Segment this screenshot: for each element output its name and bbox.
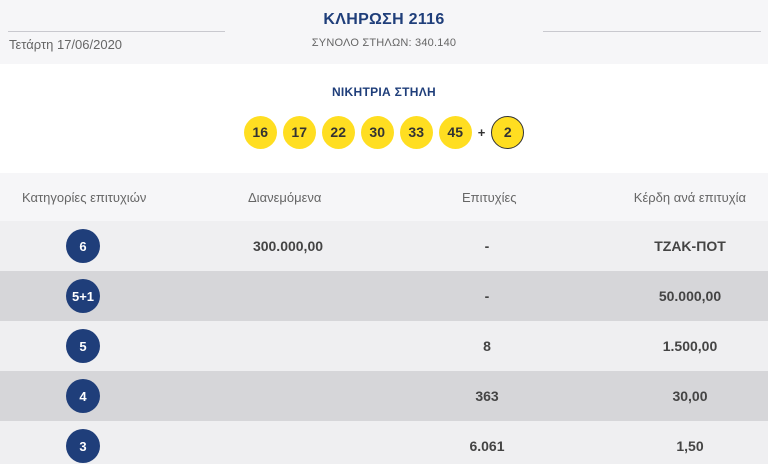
winning-number: 45 — [438, 115, 472, 149]
distributed-amount: 300.000,00 — [252, 238, 324, 254]
draw-date: Τετάρτη 17/06/2020 — [9, 37, 123, 52]
draw-header: ΚΛΗΡΩΣΗ 2116 Τετάρτη 17/06/2020 ΣΥΝΟΛΟ Σ… — [0, 0, 768, 64]
table-row: 3 6.061 1,50 — [0, 421, 768, 464]
draw-title: ΚΛΗΡΩΣΗ 2116 — [323, 11, 445, 28]
category-badge: 5 — [66, 329, 100, 363]
winning-number: 33 — [399, 115, 433, 149]
category-badge: 3 — [66, 429, 100, 463]
prize-amount: 50.000,00 — [658, 288, 722, 304]
winners-count: 8 — [483, 338, 491, 354]
winners-count: 6.061 — [469, 438, 505, 454]
table-row: 5 8 1.500,00 — [0, 321, 768, 371]
table-row: 4 363 30,00 — [0, 371, 768, 421]
winners-count: - — [484, 288, 490, 304]
winners-count: - — [484, 238, 490, 254]
header-divider-right — [543, 31, 761, 32]
winning-number: 16 — [243, 115, 277, 149]
table-row: 6 300.000,00 - ΤΖΑΚ-ΠΟΤ — [0, 221, 768, 271]
header-winners: Επιτυχίες — [462, 190, 517, 205]
header-distributed: Διανεμόμενα — [248, 190, 322, 205]
bonus-number: 2 — [491, 115, 525, 149]
total-columns: ΣΥΝΟΛΟ ΣΤΗΛΩΝ: 340.140 — [311, 37, 457, 49]
winning-number: 30 — [360, 115, 394, 149]
prize-amount: 1.500,00 — [662, 338, 718, 354]
table-row: 5+1 - 50.000,00 — [0, 271, 768, 321]
winners-count: 363 — [475, 388, 499, 404]
prize-amount: 1,50 — [676, 438, 704, 454]
winning-column-label: ΝΙΚΗΤΡΙΑ ΣΤΗΛΗ — [331, 85, 437, 99]
category-badge: 4 — [66, 379, 100, 413]
header-prize-per-winner: Κέρδη ανά επιτυχία — [633, 190, 746, 205]
header-divider-left — [8, 31, 225, 32]
winning-number: 17 — [282, 115, 316, 149]
results-table: 6 300.000,00 - ΤΖΑΚ-ΠΟΤ 5+1 - 50.000,00 … — [0, 221, 768, 464]
category-badge: 6 — [66, 229, 100, 263]
prize-amount: ΤΖΑΚ-ΠΟΤ — [654, 238, 726, 254]
plus-sign: + — [477, 124, 486, 140]
prize-amount: 30,00 — [672, 388, 708, 404]
category-badge: 5+1 — [66, 279, 100, 313]
winning-numbers: 16 17 22 30 33 45 + 2 — [0, 115, 768, 149]
header-categories: Κατηγορίες επιτυχιών — [22, 190, 147, 205]
winning-number: 22 — [321, 115, 355, 149]
results-table-header: Κατηγορίες επιτυχιών Διανεμόμενα Επιτυχί… — [0, 173, 768, 221]
